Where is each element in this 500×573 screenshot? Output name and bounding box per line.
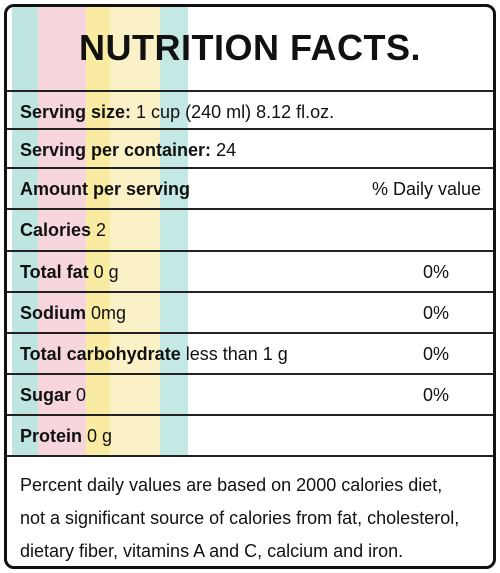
label-text: Serving size: [20, 102, 132, 122]
row-label: Amount per serving [20, 169, 190, 209]
row: Amount per serving % Daily value [7, 167, 493, 209]
row-label: Total carbohydrate less than 1 g [20, 334, 288, 374]
row-value: 0 g [93, 262, 119, 282]
row-label: Serving per container: 24 [20, 130, 236, 170]
stripe [12, 7, 38, 455]
row-value: 0 g [87, 426, 113, 446]
stripe [38, 7, 86, 455]
row-value: 24 [216, 140, 237, 160]
row: Serving per container: 24 [7, 128, 493, 170]
row-value: less than 1 g [185, 344, 288, 364]
label-text: Sodium [20, 303, 86, 323]
stripe [86, 7, 110, 455]
label-text: Total fat [20, 262, 89, 282]
label-text: Calories [20, 220, 92, 240]
daily-value: 0% [422, 385, 449, 405]
label-text: Amount per serving [20, 179, 191, 199]
row-value: 1 cup (240 ml) 8.12 fl.oz. [136, 102, 335, 122]
daily-value: 0% [422, 344, 449, 364]
row-value: 0mg [91, 303, 127, 323]
row-value: 0 [76, 385, 87, 405]
row: Calories 2 [7, 208, 493, 250]
label-text: Total carbohydrate [20, 344, 181, 364]
row: Total carbohydrate less than 1 g 0% [7, 332, 493, 374]
row: Total fat 0 g 0% [7, 250, 493, 292]
nutrition-label: NUTRITION FACTS. Serving size: 1 cup (240… [4, 4, 496, 569]
row: Sodium 0mg 0% [7, 291, 493, 333]
row-label: Calories 2 [20, 210, 106, 250]
row-value: 2 [96, 220, 107, 240]
label-text: Protein [20, 426, 83, 446]
row-label: Sodium 0mg [20, 293, 126, 333]
row: Serving size: 1 cup (240 ml) 8.12 fl.oz. [7, 90, 493, 132]
stripe [160, 7, 188, 455]
daily-value: % Daily value [371, 179, 481, 199]
footer-line: Percent daily values are based on 2000 c… [20, 475, 443, 495]
daily-value: 0% [422, 303, 449, 323]
label-text: Sugar [20, 385, 72, 405]
stripe [110, 7, 160, 455]
footer-line: dietary fiber, vitamins A and C, calcium… [20, 541, 404, 561]
label-text: Serving per container: [20, 140, 212, 160]
row: Sugar 0 0% [7, 373, 493, 415]
row-label: Total fat 0 g [20, 252, 119, 292]
daily-value: 0% [422, 262, 449, 282]
row-label: Protein 0 g [20, 416, 112, 456]
row-label: Serving size: 1 cup (240 ml) 8.12 fl.oz. [20, 92, 334, 132]
footer: Percent daily values are based on 2000 c… [7, 455, 493, 561]
footer-line: not a significant source of calories fro… [20, 508, 460, 528]
row-label: Sugar 0 [20, 375, 86, 415]
title: NUTRITION FACTS. [79, 27, 421, 68]
row: Protein 0 g [7, 414, 493, 456]
